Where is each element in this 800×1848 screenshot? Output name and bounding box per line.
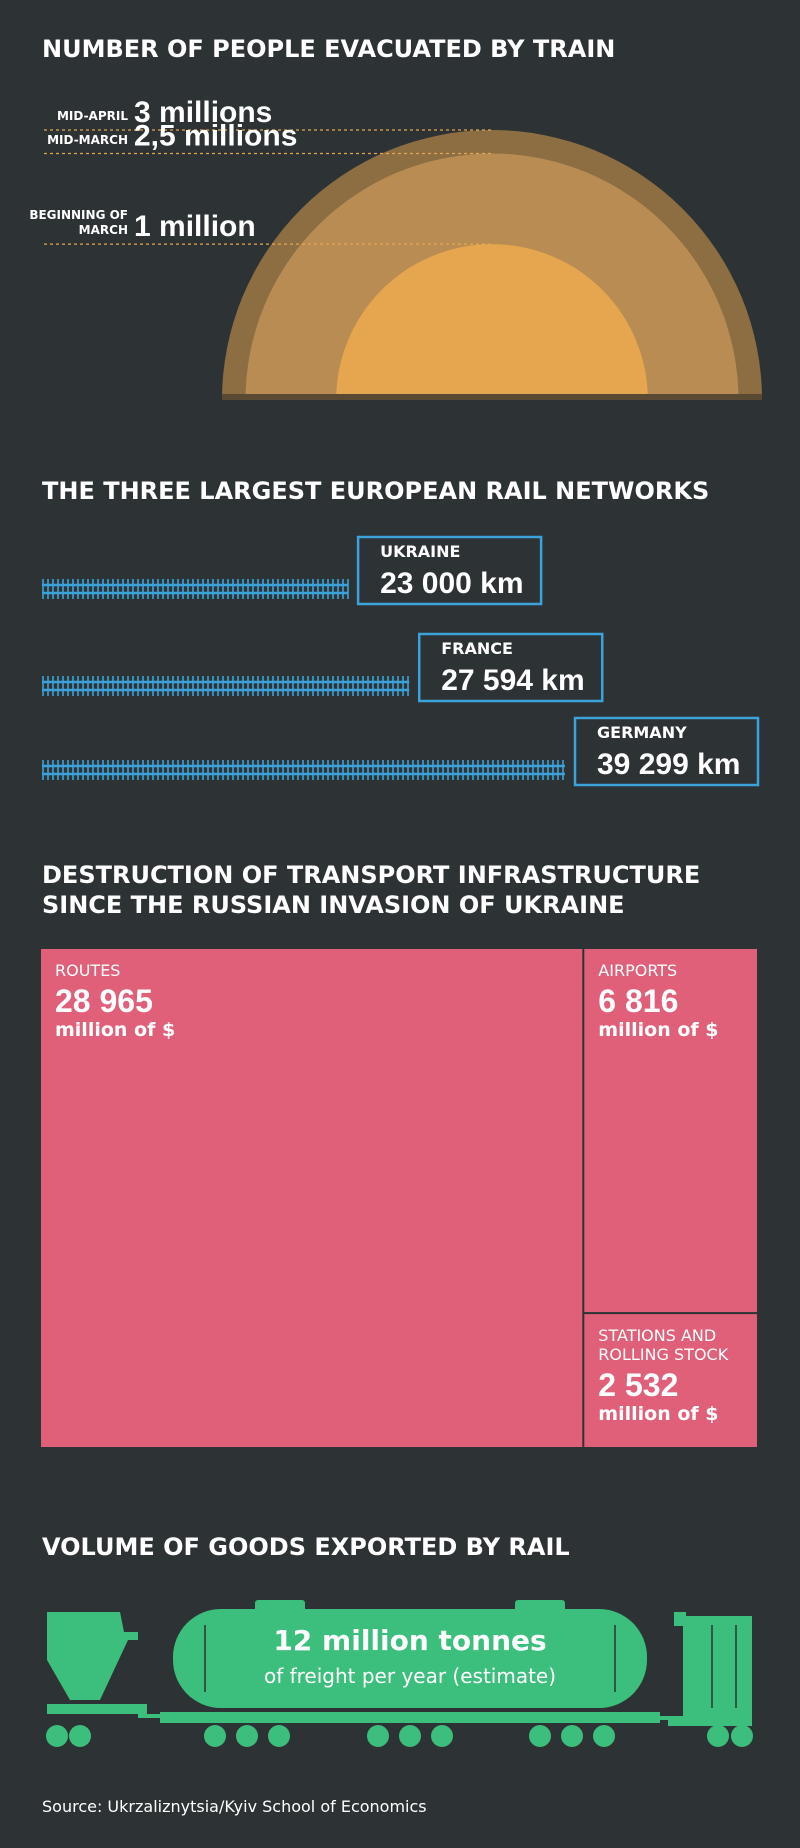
chart-title: THE THREE LARGEST EUROPEAN RAIL NETWORKS (42, 477, 710, 505)
treemap-cell (584, 1314, 757, 1447)
rail-track (42, 676, 409, 696)
cell-label: ROUTES 28 965 million of $ (55, 961, 566, 1042)
rail-ties (42, 760, 564, 780)
category-label: GERMANY (597, 723, 687, 742)
chart-title: DESTRUCTION OF TRANSPORT INFRASTRUCTURE … (42, 861, 701, 919)
box-frame (668, 1716, 752, 1726)
export-headline: 12 million tonnes (273, 1624, 546, 1657)
value-label: 28 965 (55, 983, 153, 1019)
train (46, 1600, 753, 1747)
rail-ties (42, 579, 349, 599)
value-label: 1 million (134, 210, 256, 243)
ground (222, 394, 762, 400)
cell-label: STATIONS AND ROLLING STOCK 2 532 million o… (598, 1326, 743, 1426)
box-car (683, 1616, 752, 1716)
category-label: BEGINNING OF MARCH (29, 208, 128, 238)
label-box (356, 535, 543, 606)
value-label: 3 millions (134, 96, 272, 129)
treemap-cell (584, 949, 757, 1313)
category-label: STATIONS AND ROLLING STOCK (598, 1326, 729, 1365)
rails (42, 680, 410, 692)
category-label: ROUTES (55, 961, 121, 980)
tank-ribs (204, 1625, 737, 1708)
section-title: VOLUME OF GOODS EXPORTED BY RAIL (42, 1533, 570, 1561)
tank-frame (160, 1712, 660, 1723)
wheels (46, 1725, 753, 1747)
chart-title: NUMBER OF PEOPLE EVACUATED BY TRAIN (42, 35, 616, 63)
hopper-frame (47, 1704, 147, 1714)
coupler (138, 1714, 160, 1718)
hopper-car (47, 1612, 138, 1700)
rail-ties (42, 676, 409, 696)
category-label: MID-MARCH (47, 132, 128, 147)
value-label: 27 594 km (441, 664, 584, 697)
cell-label: AIRPORTS 6 816 million of $ (598, 961, 743, 1042)
source: Source: Ukrzaliznytsia/Kyiv School of Ec… (42, 1797, 427, 1816)
coupler (660, 1716, 670, 1720)
unit-label: million of $ (55, 1019, 176, 1041)
tank-hatch (255, 1600, 305, 1612)
category-label: AIRPORTS (598, 961, 678, 980)
tank-car (173, 1609, 647, 1708)
label-box (573, 716, 760, 787)
category-label: FRANCE (441, 639, 513, 658)
value-label: 23 000 km (380, 567, 523, 600)
unit-label: million of $ (598, 1403, 719, 1426)
category-label: MID-APRIL (56, 109, 128, 123)
arc (336, 244, 648, 400)
treemap-cell (41, 949, 583, 1447)
value-label: 2,5 millions (134, 120, 297, 153)
tank-hatch (515, 1600, 565, 1612)
export-subline: of freight per year (estimate) (264, 1664, 556, 1688)
category-label: UKRAINE (380, 542, 460, 561)
box-car-top (674, 1612, 686, 1626)
label-box (417, 632, 604, 703)
unit-label: million of $ (598, 1019, 719, 1041)
value-label: 39 299 km (597, 748, 740, 781)
value-label: 2 532 (598, 1367, 679, 1404)
value-label: 6 816 (598, 983, 679, 1019)
